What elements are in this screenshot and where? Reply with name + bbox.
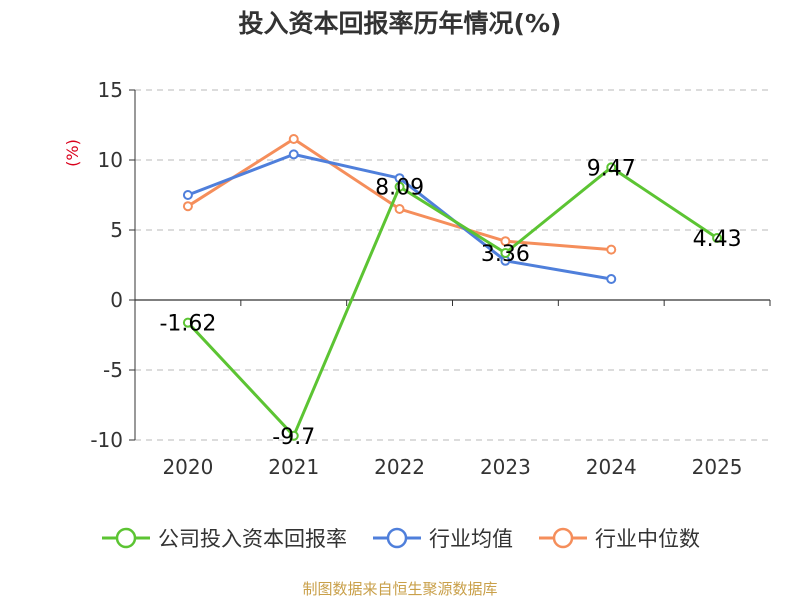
x-tick-label: 2022 (374, 455, 425, 479)
x-tick-label: 2023 (480, 455, 531, 479)
series-line (187, 152, 612, 281)
legend-item[interactable]: 公司投入资本回报率 (100, 523, 347, 553)
x-tick-label: 2024 (586, 455, 637, 479)
y-tick-label: 15 (98, 78, 123, 102)
data-label: 8.09 (375, 176, 424, 201)
chart-title: 投入资本回报率历年情况(%) (238, 9, 562, 38)
y-tick-label: -5 (103, 358, 123, 382)
legend-item[interactable]: 行业均值 (371, 523, 513, 553)
data-point (288, 430, 299, 441)
data-point (182, 201, 193, 212)
data-label: 3.36 (481, 242, 530, 267)
data-label: 4.43 (693, 227, 742, 252)
data-point (182, 317, 193, 328)
legend-label: 行业均值 (429, 527, 513, 551)
data-point (500, 247, 511, 258)
x-tick-label: 2021 (268, 455, 319, 479)
x-tick-label: 2020 (162, 455, 213, 479)
data-point (606, 274, 617, 284)
x-tick-label: 2025 (692, 455, 743, 479)
y-tick-label: 0 (110, 288, 123, 312)
y-axis-label: (%) (63, 139, 82, 167)
data-point (288, 149, 299, 160)
y-tick-label: -10 (90, 428, 123, 452)
legend-label: 行业中位数 (595, 527, 700, 551)
legend: 公司投入资本回报率 行业均值 行业中位数 (0, 518, 800, 558)
data-point (288, 134, 299, 144)
data-point (712, 232, 723, 243)
data-labels: -1.62 -9.7 8.09 3.36 9.47 4.43 (159, 156, 741, 449)
data-point (606, 244, 617, 255)
y-tick-label: 5 (110, 218, 123, 242)
data-point (606, 162, 617, 173)
data-label: -1.62 (159, 312, 216, 337)
data-point (182, 190, 193, 200)
source-note: 制图数据来自恒生聚源数据库 (302, 580, 498, 598)
data-point (394, 181, 405, 192)
series-line (186, 165, 718, 438)
legend-item[interactable]: 行业中位数 (537, 523, 700, 553)
data-label: -9.7 (272, 425, 315, 450)
legend-marker (539, 527, 587, 549)
legend-marker (373, 527, 421, 549)
legend-label: 公司投入资本回报率 (158, 527, 347, 551)
data-point (394, 204, 405, 214)
data-point (500, 236, 511, 247)
grid-lines (135, 89, 770, 441)
series-lines (182, 134, 723, 441)
axes: 15 10 5 0 -5 -10 2020 2021 2022 2023 2024 2025 (%) (63, 78, 771, 479)
y-tick-label: 10 (98, 148, 123, 172)
data-label: 9.47 (587, 156, 636, 181)
legend-marker (102, 527, 150, 549)
